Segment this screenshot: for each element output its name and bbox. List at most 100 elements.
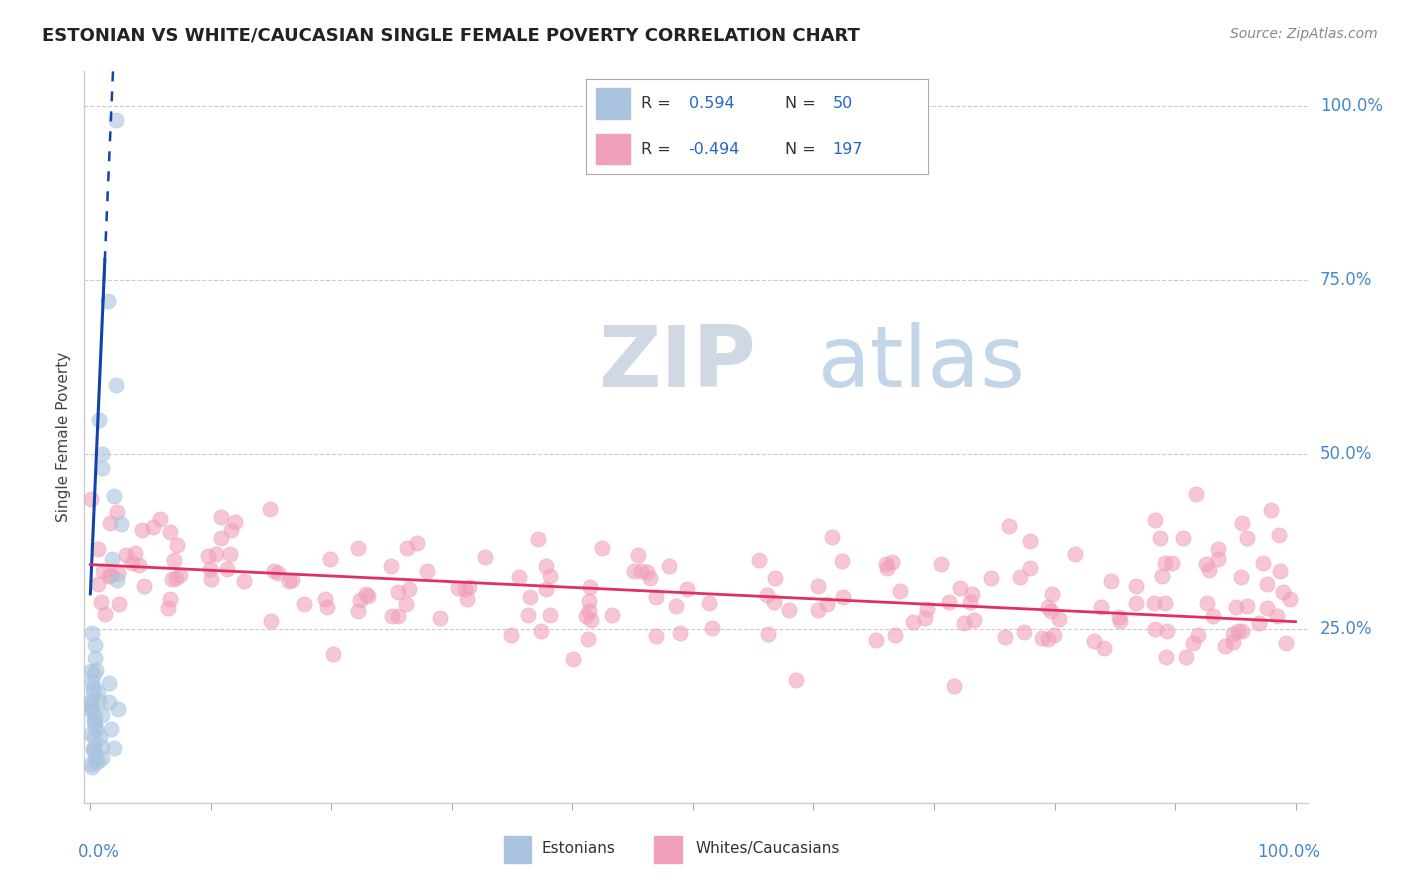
Point [198,562,221,576]
Point [1227,624,1250,639]
Point [87,576,110,591]
Text: 100.0%: 100.0% [1257,843,1320,861]
Point [1206,552,1229,566]
Point [80,694,103,708]
Point [1043,628,1066,642]
Point [1160,556,1182,570]
Point [105,573,128,587]
Point [821,530,844,544]
Point [538,569,561,583]
Point [626,549,648,563]
Point [758,626,780,640]
Point [562,652,585,666]
Point [901,615,924,630]
Point [1225,600,1247,615]
Point [84,651,107,665]
Point [159,524,181,539]
Text: Source: ZipAtlas.com: Source: ZipAtlas.com [1230,27,1378,41]
Point [157,601,180,615]
Point [80,625,103,640]
Point [197,549,219,564]
Point [90,448,112,462]
Point [200,572,222,586]
Point [132,579,155,593]
Point [82,675,104,690]
Point [83,740,105,755]
Point [630,565,652,579]
Point [884,628,907,642]
Point [1256,577,1278,591]
Point [357,589,380,603]
Point [82,742,104,756]
Point [1267,528,1289,542]
Text: ZIP: ZIP [598,322,756,406]
Point [322,647,344,661]
Point [474,550,496,565]
Point [80,699,103,714]
Point [93,607,115,621]
Point [107,701,129,715]
Point [778,603,800,617]
Point [1018,561,1040,575]
Point [575,609,598,624]
Point [665,599,688,613]
Point [640,571,662,585]
Point [832,591,855,605]
Point [281,573,304,587]
Point [1236,531,1258,545]
Point [700,621,723,635]
Point [1108,610,1130,624]
Point [80,760,103,774]
Point [1222,626,1244,640]
Point [578,580,600,594]
Point [1125,596,1147,610]
Point [115,548,138,562]
Point [314,591,336,606]
Point [644,629,666,643]
Point [209,531,232,545]
Point [456,591,478,606]
Point [80,664,103,678]
Point [1153,556,1175,570]
Point [83,716,105,731]
Point [89,730,111,744]
Point [380,558,402,573]
Point [165,570,187,584]
Point [1198,563,1220,577]
Point [1236,599,1258,614]
Point [669,625,692,640]
Point [1064,548,1087,562]
Text: atlas: atlas [818,322,1026,406]
Point [1099,574,1122,588]
Point [83,667,105,681]
Point [499,628,522,642]
Point [1195,596,1218,610]
Point [79,756,101,771]
Point [508,570,530,584]
Point [82,680,104,694]
Point [1143,596,1166,610]
Point [1083,633,1105,648]
Point [354,586,377,600]
Point [1012,624,1035,639]
Point [104,377,127,392]
Point [763,571,786,585]
Point [83,712,105,726]
Point [395,597,418,611]
Point [84,638,107,652]
Point [100,567,122,582]
Point [142,519,165,533]
Point [1213,639,1236,653]
Text: 75.0%: 75.0% [1320,271,1372,289]
Point [169,567,191,582]
Point [993,631,1015,645]
Point [1040,587,1063,601]
Point [381,609,404,624]
Point [806,579,828,593]
Point [453,582,475,597]
Point [107,566,129,580]
Point [1092,641,1115,656]
Point [889,584,911,599]
Point [763,595,786,609]
Point [149,512,172,526]
